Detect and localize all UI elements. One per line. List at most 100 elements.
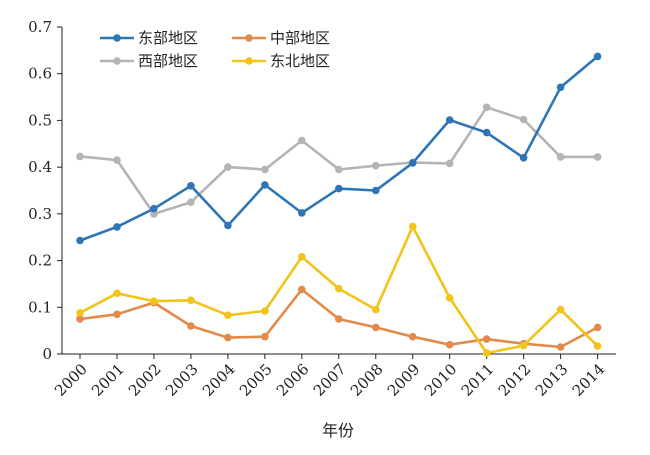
x-tick-label: 2009 (384, 360, 424, 400)
data-point (76, 236, 84, 245)
data-point (556, 305, 565, 314)
data-point (261, 165, 269, 174)
data-point (372, 323, 380, 332)
data-point (408, 159, 417, 167)
data-point (76, 152, 84, 161)
data-point (261, 307, 269, 315)
data-point (445, 340, 454, 349)
data-point (519, 115, 528, 124)
legend-marker (245, 57, 253, 65)
legend-item: 中部地区 (232, 29, 330, 47)
data-point (519, 341, 528, 350)
legend-label: 中部地区 (270, 29, 330, 47)
data-point (113, 156, 121, 164)
data-point (408, 222, 417, 231)
data-point (224, 333, 232, 342)
data-point (372, 305, 380, 314)
y-tick-label: 0.7 (28, 18, 52, 36)
series-group (76, 52, 602, 245)
x-tick-label: 2011 (458, 360, 498, 400)
x-tick-label: 2003 (162, 360, 202, 400)
data-point (298, 136, 306, 145)
y-axis: 0 0.1 0.2 0.3 0.4 0.5 0.6 0.7 (28, 18, 63, 363)
x-tick-label: 2000 (51, 360, 91, 400)
data-point (372, 161, 380, 170)
x-tick-label: 2013 (532, 360, 572, 400)
y-tick-label: 0.2 (28, 252, 52, 270)
data-point (445, 116, 454, 124)
legend-marker (113, 57, 121, 65)
data-point (76, 309, 84, 317)
series-group (76, 222, 602, 357)
x-tick-label: 2014 (569, 360, 609, 400)
x-tick-label: 2006 (273, 360, 313, 400)
data-point (519, 154, 528, 162)
series-group (76, 285, 602, 351)
data-point (445, 294, 454, 302)
data-point (298, 209, 306, 217)
data-point (482, 128, 491, 137)
legend-marker (113, 34, 121, 42)
data-point (593, 323, 602, 332)
data-point (113, 223, 121, 231)
x-tick-label: 2010 (421, 360, 461, 400)
legend-item: 东北地区 (232, 52, 330, 70)
legend-item: 西部地区 (100, 52, 198, 70)
data-point (593, 342, 602, 350)
data-point (150, 297, 158, 306)
data-point (408, 332, 417, 341)
legend-marker (245, 34, 253, 42)
x-tick-label: 2005 (236, 360, 276, 400)
data-point (482, 335, 491, 343)
y-tick-label: 0.4 (28, 158, 52, 176)
data-point (187, 182, 195, 190)
x-tick-label: 2002 (125, 360, 165, 400)
data-point (445, 159, 454, 168)
x-axis-title: 年份 (322, 421, 354, 440)
x-tick-label: 2001 (88, 360, 128, 400)
data-point (372, 186, 380, 195)
y-tick-label: 0.1 (28, 298, 52, 316)
legend-item: 东部地区 (100, 29, 198, 47)
data-point (261, 181, 269, 189)
data-point (482, 103, 491, 112)
data-point (556, 83, 565, 92)
x-tick-label: 2008 (347, 360, 387, 400)
legend-label: 东北地区 (270, 52, 330, 70)
series-group (76, 103, 602, 218)
data-point (187, 322, 195, 330)
data-point (593, 153, 602, 161)
data-point (113, 289, 121, 298)
y-tick-label: 0.6 (28, 65, 52, 83)
data-point (224, 163, 232, 171)
data-point (335, 165, 343, 174)
data-point (335, 284, 343, 293)
series-layer (76, 52, 602, 357)
data-point (482, 349, 491, 357)
x-tick-label: 2012 (495, 360, 535, 400)
data-point (224, 311, 232, 320)
y-tick-label: 0.3 (28, 205, 52, 223)
data-point (187, 198, 195, 206)
data-point (187, 296, 195, 305)
y-tick-label: 0.5 (28, 111, 52, 129)
data-point (113, 310, 121, 319)
legend-label: 东部地区 (138, 29, 198, 47)
y-tick-label: 0 (42, 345, 52, 363)
legend-label: 西部地区 (138, 52, 198, 70)
data-point (556, 153, 565, 161)
data-point (224, 221, 232, 230)
data-point (150, 204, 158, 213)
data-point (76, 315, 84, 323)
data-point (261, 332, 269, 341)
data-point (593, 52, 602, 61)
x-axis: 2000200120022003200420052006200720082009… (51, 353, 616, 400)
x-tick-label: 2007 (310, 360, 350, 400)
data-point (335, 315, 343, 323)
series-line (79, 106, 598, 216)
data-point (298, 285, 306, 294)
data-point (150, 210, 158, 218)
data-point (335, 184, 343, 193)
